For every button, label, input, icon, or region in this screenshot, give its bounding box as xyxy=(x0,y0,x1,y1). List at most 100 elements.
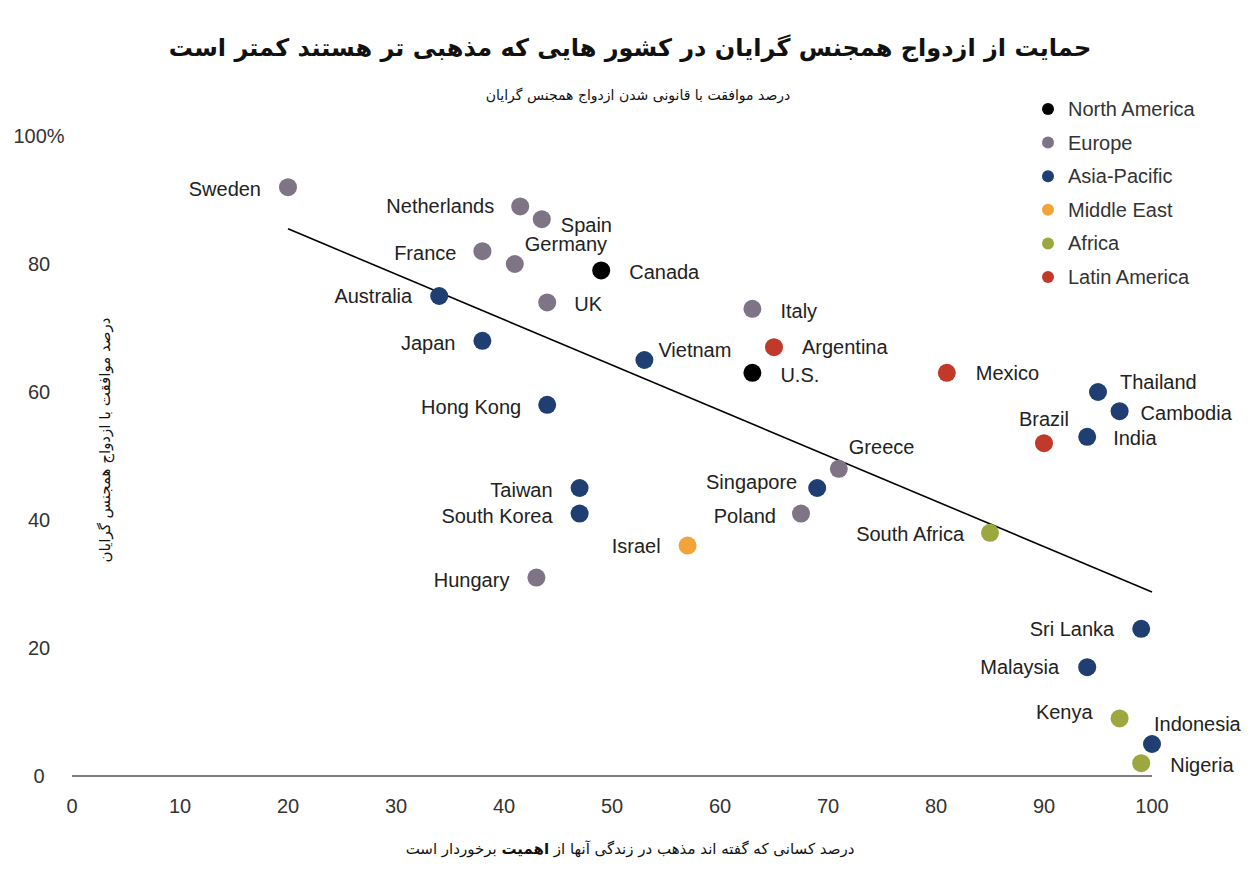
point-label: Nigeria xyxy=(1170,754,1234,776)
point-label: France xyxy=(394,242,456,264)
x-axis-line xyxy=(72,775,1152,777)
x-tick-label: 70 xyxy=(817,795,839,817)
point-label: Israel xyxy=(612,535,661,557)
legend-label: Latin America xyxy=(1068,266,1190,288)
point xyxy=(1035,434,1053,452)
point xyxy=(743,364,761,382)
y-tick-label: 40 xyxy=(28,509,50,531)
point-label: Japan xyxy=(401,332,456,354)
point-label: Canada xyxy=(629,261,700,283)
x-tick-label: 90 xyxy=(1033,795,1055,817)
point xyxy=(635,351,653,369)
x-tick-label: 100 xyxy=(1135,795,1168,817)
x-tick-label: 50 xyxy=(601,795,623,817)
point-label: U.S. xyxy=(780,364,819,386)
legend-marker xyxy=(1042,103,1054,115)
point-label: Germany xyxy=(525,233,607,255)
y-tick-label: 100% xyxy=(13,125,64,147)
point xyxy=(538,396,556,414)
point xyxy=(679,537,697,555)
y-tick-label: 60 xyxy=(28,381,50,403)
point-label: Argentina xyxy=(802,336,888,358)
point xyxy=(533,210,551,228)
legend-label: Europe xyxy=(1068,132,1133,154)
point-label: Singapore xyxy=(706,471,797,493)
point xyxy=(938,364,956,382)
point xyxy=(743,300,761,318)
trend-line xyxy=(288,229,1152,592)
point xyxy=(538,293,556,311)
title: حمایت از ازدواج همجنس گرایان در کشور های… xyxy=(0,34,1260,62)
point xyxy=(571,479,589,497)
point-label: Mexico xyxy=(976,362,1039,384)
point-label: UK xyxy=(574,293,602,315)
point xyxy=(1132,754,1150,772)
point-label: Brazil xyxy=(1019,408,1069,430)
y-tick-label: 20 xyxy=(28,637,50,659)
x-tick-label: 0 xyxy=(66,795,77,817)
legend-label: Africa xyxy=(1068,232,1120,254)
point-label: Hungary xyxy=(434,569,510,591)
y-tick-label: 0 xyxy=(33,765,44,787)
point xyxy=(1132,620,1150,638)
point-label: Indonesia xyxy=(1154,713,1242,735)
point-label: Sweden xyxy=(189,178,261,200)
point-label: Sri Lanka xyxy=(1030,618,1115,640)
point xyxy=(527,569,545,587)
legend-label: Middle East xyxy=(1068,199,1173,221)
y-tick-label: 80 xyxy=(28,253,50,275)
x-tick-label: 80 xyxy=(925,795,947,817)
point xyxy=(430,287,448,305)
point-label: Kenya xyxy=(1036,701,1094,723)
chart-root: 0102030405060708090100020406080100%Canad… xyxy=(0,0,1260,882)
legend-marker xyxy=(1042,137,1054,149)
point-label: Australia xyxy=(334,285,413,307)
legend-label: North America xyxy=(1068,98,1196,120)
legend: North America Europe Asia-Pacific Middle Ea… xyxy=(1042,98,1196,288)
point-labels: CanadaU.S.SwedenNetherlandsSpainFranceGe… xyxy=(189,178,1242,776)
point-label: Netherlands xyxy=(386,195,494,217)
legend-marker xyxy=(1042,204,1054,216)
point xyxy=(592,261,610,279)
point xyxy=(765,338,783,356)
point xyxy=(279,178,297,196)
legend-marker xyxy=(1042,170,1054,182)
point-label: India xyxy=(1113,427,1157,449)
point-label: Thailand xyxy=(1120,371,1197,393)
point xyxy=(1111,709,1129,727)
point-label: Malaysia xyxy=(980,656,1060,678)
legend-marker xyxy=(1042,237,1054,249)
point xyxy=(473,332,491,350)
legend-marker xyxy=(1042,271,1054,283)
point xyxy=(981,524,999,542)
point xyxy=(792,505,810,523)
x-tick-label: 60 xyxy=(709,795,731,817)
point xyxy=(830,460,848,478)
axes: 0102030405060708090100020406080100% xyxy=(13,125,1168,817)
point-label: Greece xyxy=(849,436,915,458)
point-label: Cambodia xyxy=(1141,402,1233,424)
point-label: Italy xyxy=(780,300,817,322)
point-label: Hong Kong xyxy=(421,396,521,418)
x-axis-label-emphasis: اهمیت xyxy=(501,840,549,858)
point-label: South Africa xyxy=(856,523,965,545)
point-label: Poland xyxy=(714,505,776,527)
legend-label: Asia-Pacific xyxy=(1068,165,1172,187)
point xyxy=(511,197,529,215)
x-axis-label: درصد کسانی که گفته اند مذهب در زندگی آنه… xyxy=(0,840,1260,858)
point xyxy=(1089,383,1107,401)
point xyxy=(1078,428,1096,446)
point xyxy=(506,255,524,273)
point xyxy=(571,505,589,523)
point xyxy=(1078,658,1096,676)
chart-svg: 0102030405060708090100020406080100%Canad… xyxy=(0,0,1260,882)
point xyxy=(1143,735,1161,753)
point xyxy=(808,479,826,497)
y-axis-label: درصد موافقت با ازدواج همجنس گرایان xyxy=(95,230,115,650)
subtitle: درصد موافقت با قانونی شدن ازدواج همجنس گ… xyxy=(0,87,1260,103)
plot-area xyxy=(279,178,1161,772)
x-tick-label: 10 xyxy=(169,795,191,817)
x-tick-label: 20 xyxy=(277,795,299,817)
x-tick-label: 30 xyxy=(385,795,407,817)
point xyxy=(1111,402,1129,420)
